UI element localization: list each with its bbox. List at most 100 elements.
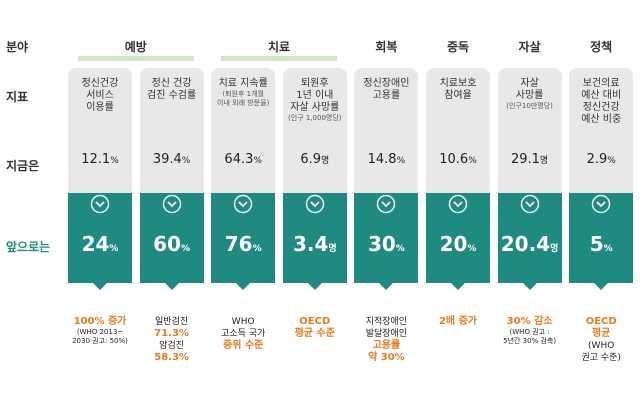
note-line: 고소득 국가 [221, 329, 266, 339]
unit: 명 [550, 244, 559, 254]
indicator: 정신건강 서비스 이용률 [68, 78, 132, 114]
unit: % [607, 156, 616, 166]
pointer [594, 283, 609, 290]
pointer [451, 283, 465, 290]
note-line: 일반검진 [155, 317, 189, 327]
pointer [522, 283, 537, 290]
indicator-card [211, 68, 276, 193]
indicator-line: 정신건강 [81, 78, 119, 89]
chevron-icon [305, 194, 325, 214]
indicator-card [282, 68, 347, 193]
note-line: 약 30% [368, 352, 405, 363]
indicator-line: 보건의료 [582, 78, 620, 89]
target-value: 76% [211, 232, 275, 256]
indicator-note: (인구10만명당) [506, 102, 553, 110]
unit: % [603, 244, 613, 254]
note: 30% 감소 (WHO 권고 :5년간 30% 감축) [494, 316, 566, 346]
row-label: 분야 [6, 40, 29, 54]
indicator-line: 예산 비중 [581, 114, 622, 125]
unit: % [181, 156, 191, 166]
chevron-icon [448, 194, 468, 214]
value: 20 [439, 232, 468, 256]
value: 24 [81, 232, 110, 256]
group-underline [221, 56, 337, 61]
indicator-card [497, 68, 562, 193]
group-underline [78, 56, 194, 61]
indicator-line: 예산 대비 [581, 90, 622, 101]
group-label: 정책 [590, 40, 613, 54]
note-line: WHO [231, 317, 255, 327]
note-line: (WHO [588, 341, 615, 351]
note-line: 발달장애인 [365, 329, 408, 339]
value: 60 [153, 232, 181, 256]
value: 29.1 [510, 152, 540, 167]
indicator-line: 퇴원후 [300, 78, 329, 89]
note-line: 5년간 30% 감축) [503, 337, 557, 345]
value: 2.9 [586, 152, 608, 167]
note: WHO 고소득 국가 중위 수준 [207, 316, 279, 352]
pointer [93, 283, 107, 290]
note-line: 암검진 [159, 341, 185, 351]
indicator-line: 자살 사망률 [290, 102, 340, 113]
indicator: 자살 사망률 (인구10만명당) [498, 78, 562, 111]
value: 12.1 [81, 152, 111, 167]
note-line: 100% 증가 [73, 316, 127, 327]
current-value: 39.4% [140, 152, 204, 167]
current-value: 10.6% [426, 152, 490, 167]
target-value: 30% [354, 232, 418, 256]
note-line: 권고 수준) [581, 353, 621, 363]
note-line: 30% 감소 [506, 316, 553, 327]
unit: 명 [321, 156, 330, 166]
note-line: OECD [585, 316, 617, 327]
current-value: 14.8% [354, 152, 418, 167]
indicator-card [68, 68, 132, 193]
chevron-icon [90, 194, 110, 214]
indicator-card [569, 68, 634, 193]
current-value: 2.9% [569, 152, 633, 167]
chevron-icon [233, 194, 253, 214]
note: OECD 평균 (WHO 권고 수준) [565, 316, 637, 364]
indicator: 정신장애인 고용률 [354, 78, 418, 102]
target-value: 60% [140, 232, 204, 256]
target-value: 20.4명 [498, 232, 562, 256]
target-value: 24% [68, 232, 132, 256]
indicator-line: 자살 [520, 78, 539, 89]
current-value: 6.9명 [283, 152, 347, 167]
note-line: 2030 권고: 50%) [72, 337, 128, 345]
note-line: 58.3% [154, 352, 189, 363]
note: 지적장애인 발달장애인 고용률 약 30% [350, 316, 422, 364]
indicator-line: 1년 이내 [296, 90, 334, 101]
indicator-line: 서비스 [86, 90, 114, 101]
pointer [236, 283, 251, 290]
unit: % [109, 244, 119, 254]
indicator-line: 정신 건강 [151, 78, 192, 89]
note-line: 평균 [591, 328, 611, 339]
unit: 명 [328, 244, 337, 254]
indicator-line: 정신건강 [582, 102, 620, 113]
note: OECD 평균 수준 [279, 316, 351, 340]
note-line: OECD [299, 316, 331, 327]
current-value: 12.1% [68, 152, 132, 167]
indicator-line: 사망률 [515, 90, 544, 101]
group-label: 예방 [124, 40, 147, 54]
value: 20.4 [500, 232, 551, 256]
row-label: 지표 [6, 90, 29, 104]
group-label: 중독 [446, 40, 470, 54]
indicator-card [354, 68, 419, 193]
indicator-line: 이용률 [86, 102, 114, 113]
unit: % [110, 156, 119, 166]
indicator: 보건의료 예산 대비 정신건강 예산 비중 [569, 78, 633, 126]
note-line: (WHO 권고 : [509, 328, 550, 336]
pointer [164, 283, 179, 290]
pointer [307, 283, 322, 290]
note: 100% 증가 (WHO 2013~ 2030 권고: 50%) [64, 316, 136, 346]
indicator-note: (퇴원후 1개월 [222, 90, 264, 98]
target-value: 5% [569, 232, 633, 256]
indicator: 퇴원후 1년 이내 자살 사망률 (인구 1,000명당) [283, 78, 347, 123]
indicator-line: 치료 지속률 [218, 78, 268, 89]
note-line: 평균 수준 [294, 328, 335, 339]
note-line: 2배 증가 [438, 316, 478, 327]
value: 39.4 [152, 152, 182, 167]
value: 5 [589, 232, 604, 256]
